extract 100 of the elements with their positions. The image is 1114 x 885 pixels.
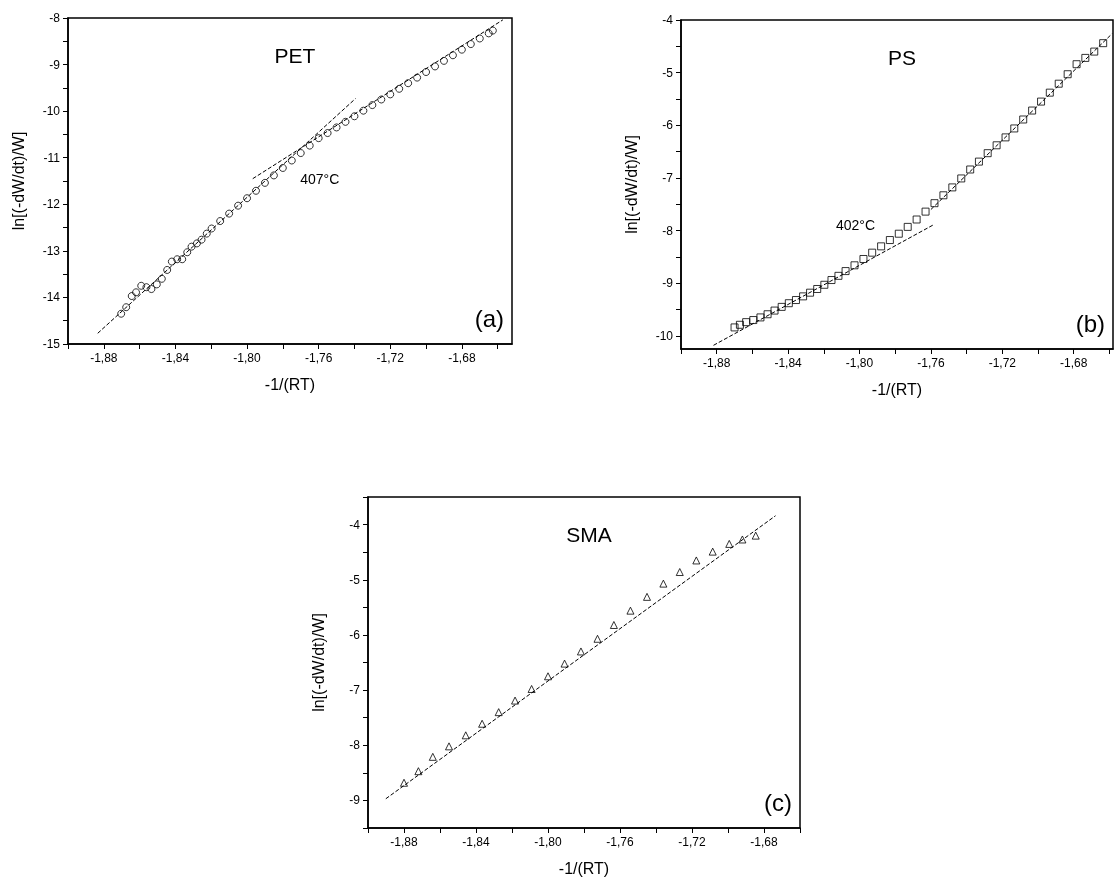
point: [511, 696, 520, 705]
point: [187, 242, 196, 251]
point: [400, 778, 408, 787]
y-tick-label: -8: [349, 738, 361, 753]
point: [749, 316, 758, 325]
point: [735, 320, 744, 329]
point: [296, 149, 305, 158]
point: [202, 229, 211, 238]
point: [359, 106, 368, 115]
point: [784, 299, 793, 308]
y-tick-label: -5: [349, 572, 361, 587]
y-axis-title: ln[(-dW/dt)/W]: [309, 613, 327, 712]
x-tick-label: -1,68: [1060, 356, 1088, 370]
point: [841, 267, 850, 276]
x-tick-label: -1,80: [845, 356, 874, 370]
point: [1010, 124, 1019, 133]
x-tick-label: -1,68: [448, 351, 476, 365]
point: [885, 236, 894, 245]
point: [1081, 53, 1090, 62]
x-tick-label: -1,76: [606, 835, 634, 849]
point: [1072, 60, 1081, 69]
point: [278, 163, 287, 172]
x-axis-title: -1/(RT): [264, 375, 316, 393]
point: [903, 222, 912, 231]
x-tick-label: -1,72: [376, 351, 405, 365]
y-tick-label: -4: [662, 13, 674, 27]
point: [912, 215, 921, 224]
y-tick-label: -6: [662, 118, 674, 133]
point: [178, 255, 187, 264]
point: [341, 117, 350, 126]
point: [659, 579, 668, 588]
point: [1019, 115, 1028, 124]
point: [484, 29, 493, 38]
point: [377, 95, 386, 104]
point: [1099, 39, 1108, 48]
y-tick-label: -8: [662, 223, 674, 238]
point: [269, 171, 278, 180]
text: PET: [274, 44, 316, 67]
point: [183, 248, 192, 257]
point: [305, 141, 314, 150]
point: [939, 191, 948, 200]
y-tick-label: -9: [49, 57, 61, 72]
point: [527, 684, 536, 693]
point: [1054, 79, 1063, 88]
point: [763, 310, 772, 319]
point: [751, 531, 760, 540]
y-tick-label: -15: [42, 337, 61, 351]
y-tick-label: -9: [349, 793, 361, 808]
point: [983, 149, 992, 158]
point: [260, 178, 269, 187]
point: [431, 62, 440, 71]
point: [868, 248, 877, 257]
point: [243, 194, 252, 203]
point: [350, 112, 359, 121]
y-tick-label: -10: [655, 328, 674, 343]
x-axis-title: -1/(RT): [871, 380, 923, 398]
point: [216, 217, 225, 226]
point: [386, 90, 395, 99]
point: [197, 235, 206, 244]
point: [544, 672, 552, 681]
y-tick-label: -6: [349, 627, 361, 642]
point: [725, 539, 734, 548]
point: [428, 752, 437, 761]
point: [806, 288, 815, 297]
x-tick-label: -1,88: [390, 835, 418, 849]
point: [948, 183, 957, 192]
x-tick-label: -1,88: [703, 356, 731, 370]
x-axis-title: -1/(RT): [558, 859, 610, 877]
point: [576, 647, 585, 656]
x-tick-label: -1,80: [534, 835, 562, 849]
x-tick-label: -1,72: [678, 835, 706, 849]
point: [756, 313, 765, 322]
text: SMA: [566, 523, 612, 546]
point: [834, 271, 843, 280]
point: [167, 257, 176, 266]
point: [439, 56, 448, 65]
point: [1001, 133, 1010, 142]
point: [560, 659, 569, 668]
point: [314, 134, 323, 143]
point: [791, 296, 800, 305]
point: [850, 261, 859, 270]
x-tick-label: -1,84: [161, 351, 190, 365]
x-tick-label: -1,88: [90, 351, 118, 365]
annotation: (c): [764, 788, 792, 816]
x-tick-label: -1,72: [988, 356, 1017, 370]
point: [921, 207, 930, 216]
point: [738, 535, 747, 544]
point: [859, 254, 868, 263]
point: [395, 84, 404, 93]
annotation: (a): [474, 304, 505, 332]
point: [323, 129, 332, 138]
point: [457, 45, 466, 54]
point: [413, 73, 422, 82]
point: [127, 292, 136, 301]
x-tick-label: -1,84: [774, 356, 803, 370]
point: [287, 156, 296, 165]
point: [117, 309, 126, 318]
point: [157, 274, 166, 283]
point: [593, 634, 602, 643]
point: [820, 280, 829, 289]
